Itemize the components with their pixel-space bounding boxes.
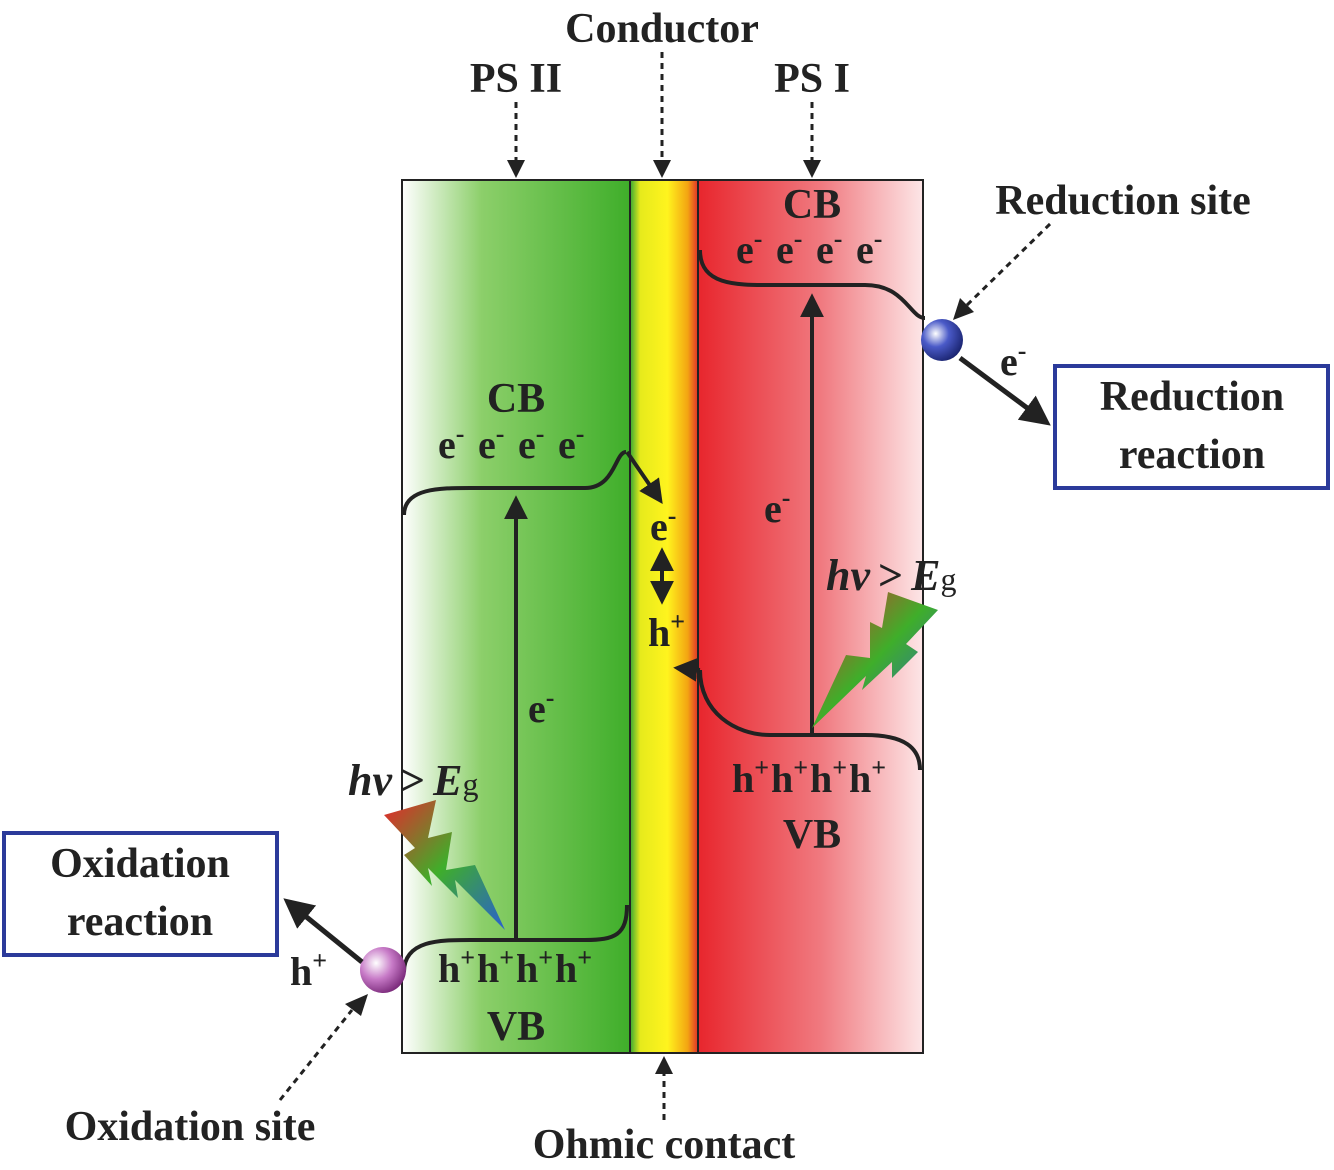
svg-text:h+: h+ (771, 753, 808, 801)
oxidation-site-label: Oxidation site (65, 1104, 316, 1150)
svg-text:h+: h+ (477, 943, 514, 991)
ps2-cb-label: CB (487, 376, 545, 422)
ps2-vb-label: VB (487, 1004, 545, 1050)
ps1-pointer-arrow (803, 102, 821, 178)
svg-text:h+: h+ (555, 943, 592, 991)
svg-text:h+: h+ (732, 753, 769, 801)
conductor-label: Conductor (565, 6, 759, 52)
ps2-cb-electrons: e- e- e- e- (438, 419, 584, 467)
ps1-vb-label: VB (783, 812, 841, 858)
ohmic-contact-label: Ohmic contact (533, 1122, 795, 1168)
oxidation-hole-label: h+ (290, 946, 327, 994)
conductor-electron: e- (650, 501, 676, 549)
oxidation-site-pointer-arrow (278, 994, 368, 1101)
ps1-vb-to-conductor-arrow (673, 657, 701, 682)
svg-text:e-: e- (438, 419, 464, 467)
ps2-label: PS II (470, 56, 562, 102)
svg-text:e-: e- (736, 224, 762, 272)
ohmic-contact-pointer-arrow (655, 1056, 673, 1120)
ps2-vb-band (402, 904, 629, 973)
svg-text:e-: e- (478, 419, 504, 467)
oxidation-site-sphere (360, 947, 406, 993)
reduction-electron-arrow (958, 355, 1051, 426)
conductor-panel (630, 180, 698, 1053)
oxidation-hole-arrow (283, 898, 364, 964)
ps1-cb-band (698, 249, 926, 320)
reduction-site-pointer-arrow (953, 222, 1052, 320)
svg-text:e-: e- (776, 224, 802, 272)
conductor-pointer-arrow (653, 52, 671, 178)
svg-text:h+: h+ (438, 943, 475, 991)
ps2-cb-band (402, 450, 627, 516)
ps1-vb-band (698, 669, 922, 771)
svg-text:h+: h+ (516, 943, 553, 991)
reduction-reaction-box (1053, 364, 1330, 490)
reduction-reaction-line2: reaction (1119, 432, 1265, 478)
svg-text:e-: e- (518, 419, 544, 467)
svg-text:e-: e- (558, 419, 584, 467)
reduction-site-sphere (921, 319, 963, 361)
oxidation-reaction-line1: Oxidation (50, 841, 230, 887)
ps1-vb-holes: h+ h+ h+ h+ (732, 753, 886, 801)
ps1-photon-label: hv > Eg (826, 551, 956, 600)
ps2-photon-label: hv > Eg (348, 756, 478, 805)
ps1-cb-electrons: e- e- e- e- (736, 224, 882, 272)
svg-text:e-: e- (856, 224, 882, 272)
ps1-transition-electron: e- (764, 483, 790, 531)
conductor-hole: h+ (648, 607, 685, 655)
reduction-electron-label: e- (1000, 336, 1026, 384)
ps2-pointer-arrow (507, 102, 525, 178)
svg-text:h+: h+ (849, 753, 886, 801)
ps2-cb-to-conductor-arrow (625, 450, 663, 504)
ps1-cb-label: CB (783, 182, 841, 228)
oxidation-reaction-line2: reaction (67, 899, 213, 945)
ps1-lightning-icon (812, 592, 938, 728)
ps2-lightning-icon (384, 800, 505, 930)
svg-text:h+: h+ (810, 753, 847, 801)
oxidation-reaction-box (2, 831, 279, 957)
ps1-label: PS I (774, 56, 850, 102)
ps2-vb-holes: h+ h+ h+ h+ (438, 943, 592, 991)
reduction-reaction-line1: Reduction (1100, 374, 1284, 420)
reduction-site-label: Reduction site (995, 178, 1251, 224)
svg-text:e-: e- (816, 224, 842, 272)
ps2-transition-electron: e- (528, 683, 554, 731)
